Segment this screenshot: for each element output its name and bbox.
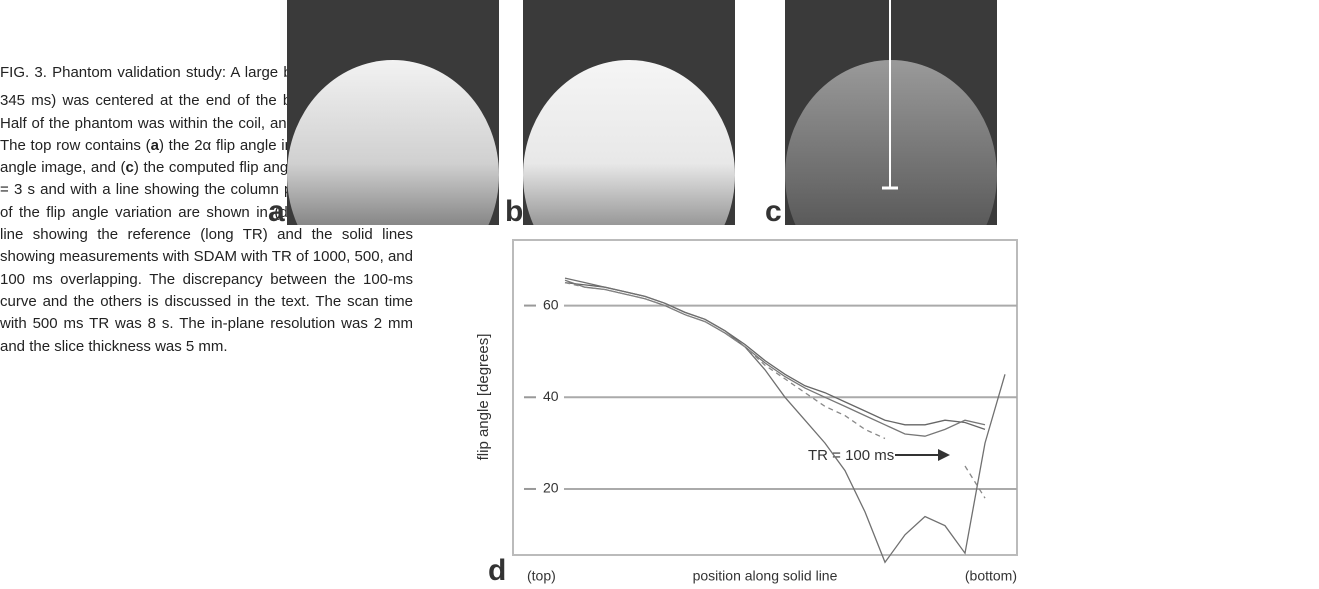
y-tick-label: 20 (543, 480, 559, 496)
y-tick-label: 60 (543, 296, 559, 312)
panel-label: b (505, 195, 523, 228)
caption-text: FIG. 3. Phantom validation study: A larg… (0, 64, 381, 81)
arrow-head (938, 449, 950, 461)
x-end-label: (bottom) (965, 568, 1017, 584)
y-axis-label: flip angle [degrees] (475, 334, 492, 461)
phantom (523, 60, 735, 225)
panel-label: d (488, 554, 506, 587)
data-line (564, 279, 986, 437)
x-axis-label: position along solid line (693, 568, 838, 584)
caption-text: a (150, 136, 159, 154)
data-line (564, 277, 1006, 564)
caption-text: c (125, 159, 134, 177)
y-tick-label: 40 (543, 388, 559, 404)
panel-label: a (268, 195, 285, 228)
phantom (287, 60, 499, 225)
x-start-label: (top) (527, 568, 556, 584)
panel-label: c (765, 195, 782, 228)
annotation: TR = 100 ms (808, 447, 894, 464)
data-line (564, 281, 986, 499)
